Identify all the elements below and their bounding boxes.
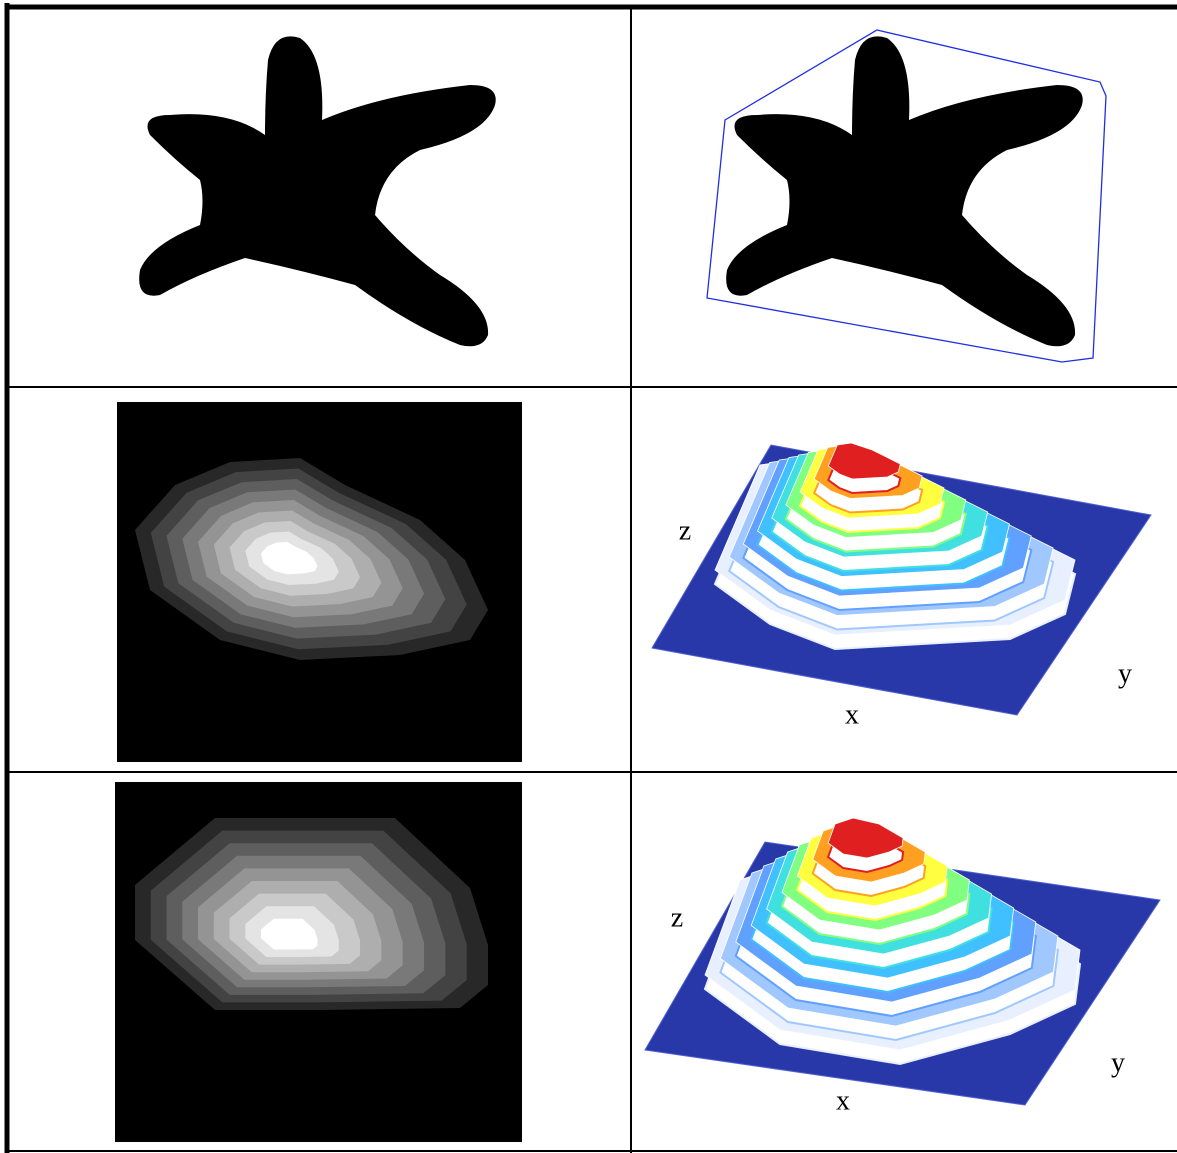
axis-label-x: x [845,699,859,730]
axis-label-z: z [679,515,691,546]
axis-label-y: y [1118,658,1132,689]
axis-label-x: x [836,1085,850,1116]
axis-label-z: z [671,902,683,933]
figure: z y x z y x [0,0,1177,1153]
axis-label-y: y [1111,1047,1125,1078]
